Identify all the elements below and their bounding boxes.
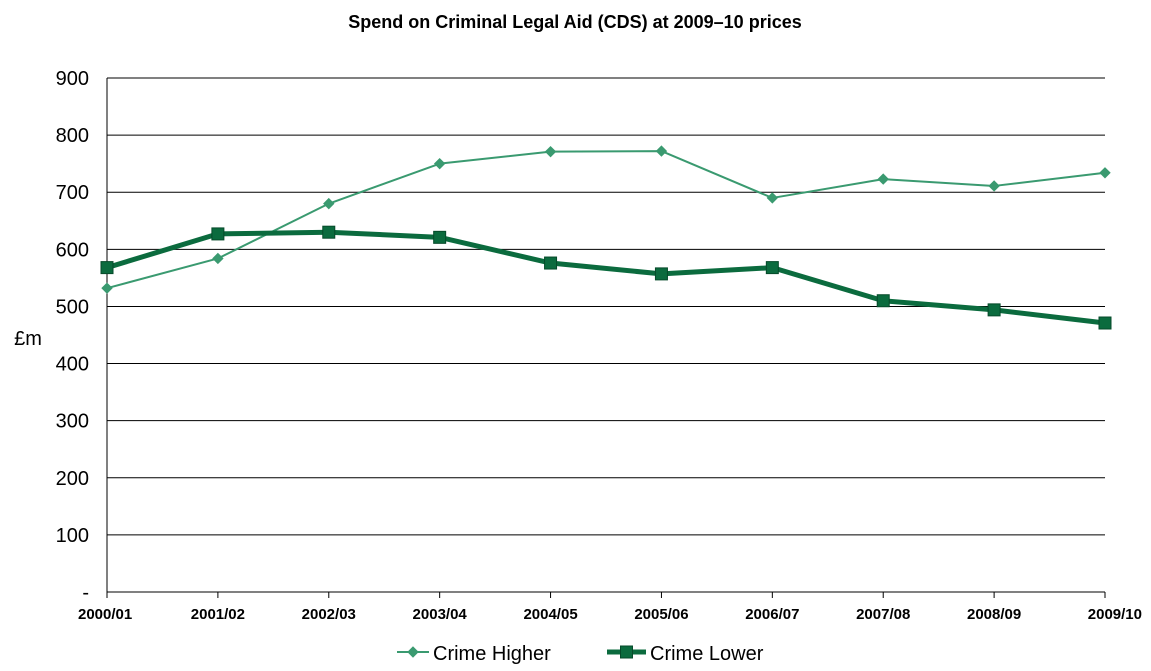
data-point-2007/08	[877, 173, 889, 185]
series-crime-lower	[100, 225, 1112, 330]
x-tick-label-2005/06: 2005/06	[634, 606, 688, 623]
chart-title: Spend on Criminal Legal Aid (CDS) at 200…	[348, 12, 801, 32]
series-group	[100, 145, 1112, 330]
y-tick-label-300: 300	[56, 411, 89, 433]
data-point-2003/04	[433, 157, 446, 170]
x-tick-label-2009/10: 2009/10	[1088, 606, 1142, 623]
y-tick-label-800: 800	[56, 125, 89, 147]
data-point-2003/04	[433, 230, 447, 244]
data-point-2000/01	[100, 261, 114, 275]
data-point-2008/09	[988, 180, 1000, 192]
y-tick-label-0: -	[82, 582, 89, 604]
legend-item-crime-higher: Crime Higher	[397, 643, 551, 665]
y-tick-label-600: 600	[56, 239, 89, 261]
data-point-2006/07	[766, 192, 779, 204]
x-tick-label-2008/09: 2008/09	[967, 606, 1021, 623]
legend-label: Crime Lower	[650, 643, 764, 665]
x-tick-label-2007/08: 2007/08	[856, 606, 910, 623]
x-tick-label-2004/05: 2004/05	[523, 606, 577, 623]
legend: Crime Higher Crime Lower	[397, 643, 764, 665]
series-line	[106, 229, 1106, 326]
x-tick-label-2001/02: 2001/02	[191, 606, 245, 623]
y-tick-label-400: 400	[56, 354, 89, 376]
data-point-2004/05	[544, 256, 558, 270]
legend-label: Crime Higher	[433, 643, 551, 665]
axes: - 100 200 300 400 500 600 700 800 900 2000/01 2001/…	[56, 68, 1142, 623]
data-point-2004/05	[544, 145, 557, 158]
y-tick-label-100: 100	[56, 525, 89, 547]
data-point-2009/10	[1098, 316, 1112, 330]
data-point-2002/03	[322, 225, 336, 239]
y-tick-label-200: 200	[56, 468, 89, 490]
data-point-2006/07	[765, 261, 779, 275]
y-tick-label-900: 900	[56, 68, 89, 90]
data-point-2005/06	[655, 145, 668, 157]
data-point-2007/08	[876, 294, 890, 308]
data-point-2001/02	[212, 252, 224, 265]
y-tick-label-700: 700	[56, 182, 89, 204]
series-crime-higher	[101, 145, 1111, 294]
x-tick-label-2003/04: 2003/04	[413, 606, 468, 623]
x-tick-label-2006/07: 2006/07	[745, 606, 799, 623]
y-tick-label-500: 500	[56, 296, 89, 318]
data-point-2002/03	[323, 197, 335, 210]
x-tick-label-2002/03: 2002/03	[302, 606, 356, 623]
gridlines	[107, 77, 1105, 536]
data-point-2009/10	[1099, 167, 1111, 179]
y-axis-label: £m	[14, 328, 42, 350]
x-tick-label-2000/01: 2000/01	[78, 606, 132, 623]
data-point-2001/02	[211, 227, 225, 241]
data-point-2000/01	[101, 282, 113, 294]
data-point-2008/09	[987, 303, 1001, 317]
data-point-2005/06	[654, 267, 668, 281]
legend-marker	[407, 646, 419, 658]
legend-item-crime-lower: Crime Lower	[607, 643, 764, 665]
legend-marker	[620, 645, 633, 659]
